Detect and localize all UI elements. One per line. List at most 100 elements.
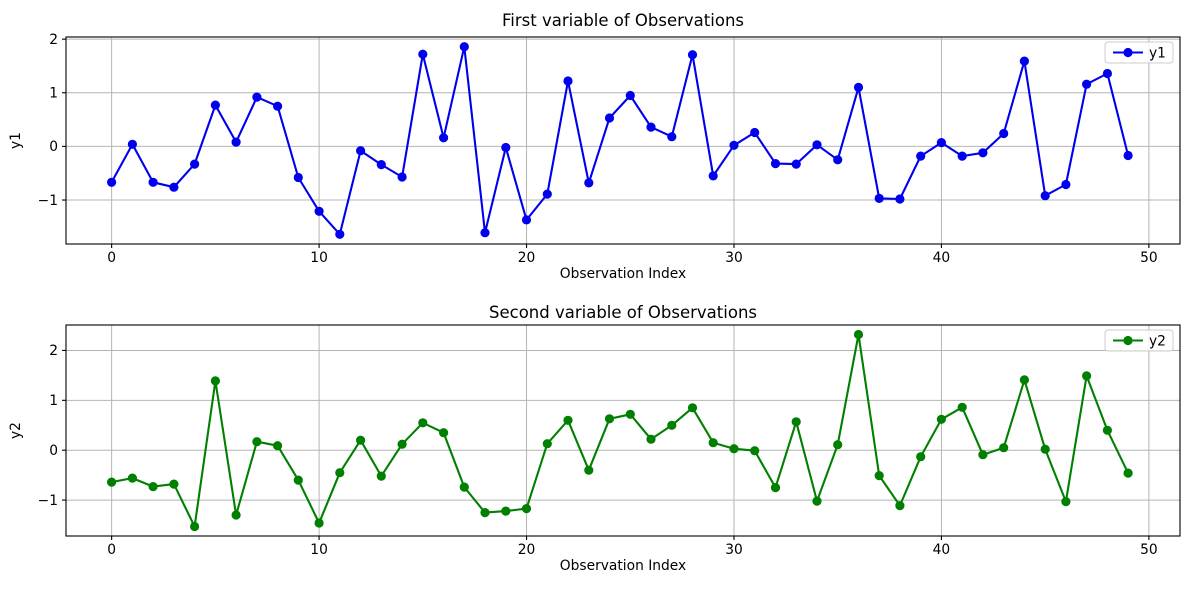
data-point-marker — [833, 440, 843, 450]
data-point-marker — [439, 133, 449, 143]
data-point-marker — [957, 151, 967, 161]
data-point-marker — [916, 151, 926, 161]
data-point-marker — [895, 194, 905, 204]
data-point-marker — [667, 420, 677, 430]
data-point-marker — [978, 148, 988, 158]
data-point-marker — [107, 177, 117, 187]
x-axis-tick-label: 40 — [933, 250, 951, 266]
x-axis-tick-label: 50 — [1140, 250, 1158, 266]
data-point-marker — [314, 518, 324, 528]
x-axis-tick-label: 30 — [725, 250, 743, 266]
data-point-marker — [853, 82, 864, 92]
data-point-marker — [335, 468, 345, 478]
data-point-marker — [1061, 179, 1071, 190]
x-axis-label: Observation Index — [560, 266, 686, 282]
x-axis-tick-label: 0 — [107, 250, 116, 266]
data-point-marker — [210, 100, 220, 110]
data-point-marker — [1019, 375, 1029, 385]
data-point-marker — [1082, 371, 1092, 381]
x-axis-tick-label: 0 — [107, 542, 116, 558]
data-point-marker — [916, 452, 926, 462]
data-point-marker — [687, 403, 698, 413]
y-axis-tick-label: −1 — [38, 493, 58, 509]
data-point-marker — [667, 132, 677, 142]
data-point-marker — [563, 415, 573, 425]
data-point-marker — [148, 177, 158, 187]
x-axis-tick-label: 10 — [310, 542, 328, 558]
x-axis-label: Observation Index — [560, 558, 686, 574]
x-axis-tick-label: 30 — [725, 542, 743, 558]
chart-y1: 0 10 20 30 40 50 −1 0 1 2 First variable of Observ… — [8, 11, 1181, 282]
data-point-marker — [584, 178, 594, 188]
data-point-marker — [210, 376, 220, 386]
data-point-marker — [314, 206, 324, 216]
chart-title: First variable of Observations — [502, 11, 744, 30]
data-point-marker — [252, 92, 262, 102]
chart-background — [0, 295, 1189, 590]
data-point-marker — [397, 439, 407, 449]
data-point-marker — [418, 49, 428, 59]
data-point-marker — [169, 182, 179, 192]
y-axis-tick-label: 1 — [49, 86, 58, 102]
data-point-marker — [107, 477, 117, 487]
data-point-marker — [584, 465, 594, 475]
chart-svg: 0 10 20 30 40 50 −1 0 1 2 First variable of Observ… — [8, 11, 1181, 282]
data-point-marker — [521, 215, 532, 225]
y-axis-tick-label: −1 — [38, 193, 58, 209]
data-point-marker — [957, 402, 967, 412]
data-point-marker — [1040, 191, 1050, 201]
data-point-marker — [770, 483, 781, 493]
data-point-marker — [501, 506, 511, 516]
data-point-marker — [1102, 425, 1112, 435]
data-point-marker — [646, 434, 656, 444]
legend: y1 — [1104, 41, 1174, 64]
data-point-marker — [418, 418, 428, 428]
chart-svg: 0 10 20 30 40 50 −1 0 1 2 Second variable of Obser… — [0, 295, 1189, 590]
data-point-marker — [936, 414, 947, 424]
data-point-marker — [770, 159, 781, 169]
data-point-marker — [273, 101, 283, 111]
y-axis-label: y1 — [8, 132, 24, 149]
data-point-marker — [791, 417, 801, 427]
x-axis-tick-label: 20 — [518, 542, 536, 558]
data-point-marker — [542, 189, 552, 199]
data-point-marker — [791, 159, 801, 169]
y-axis-tick-label: 2 — [49, 32, 58, 48]
data-point-marker — [1040, 444, 1050, 454]
data-point-marker — [936, 138, 947, 148]
data-point-marker — [563, 76, 573, 86]
data-point-marker — [729, 140, 739, 150]
data-point-marker — [231, 137, 241, 147]
data-point-marker — [127, 473, 137, 483]
data-point-marker — [874, 471, 884, 481]
data-point-marker — [293, 172, 303, 183]
data-point-marker — [542, 439, 552, 449]
legend-swatch-marker — [1123, 335, 1133, 346]
data-point-marker — [459, 42, 469, 52]
data-point-marker — [459, 482, 469, 492]
y-axis-tick-label: 0 — [49, 443, 58, 459]
data-point-marker — [604, 113, 615, 123]
data-point-marker — [501, 142, 511, 153]
data-point-marker — [978, 450, 988, 460]
legend: y2 — [1104, 329, 1174, 352]
chart-y2: 0 10 20 30 40 50 −1 0 1 2 Second variable of Obser… — [0, 295, 1189, 590]
data-point-marker — [1082, 79, 1092, 89]
data-point-marker — [812, 496, 822, 506]
data-point-marker — [833, 155, 843, 165]
legend-label: y2 — [1149, 334, 1166, 350]
data-point-marker — [273, 441, 283, 451]
data-point-marker — [356, 435, 366, 445]
data-point-marker — [999, 443, 1009, 453]
data-point-marker — [1123, 150, 1133, 161]
legend-swatch-marker — [1123, 47, 1133, 58]
data-point-marker — [895, 501, 905, 511]
data-point-marker — [397, 172, 407, 182]
y-axis-tick-label: 0 — [49, 139, 58, 155]
data-point-marker — [1019, 56, 1029, 66]
data-point-marker — [439, 428, 449, 438]
data-point-marker — [252, 437, 262, 447]
data-point-marker — [376, 471, 386, 481]
data-point-marker — [604, 414, 615, 424]
